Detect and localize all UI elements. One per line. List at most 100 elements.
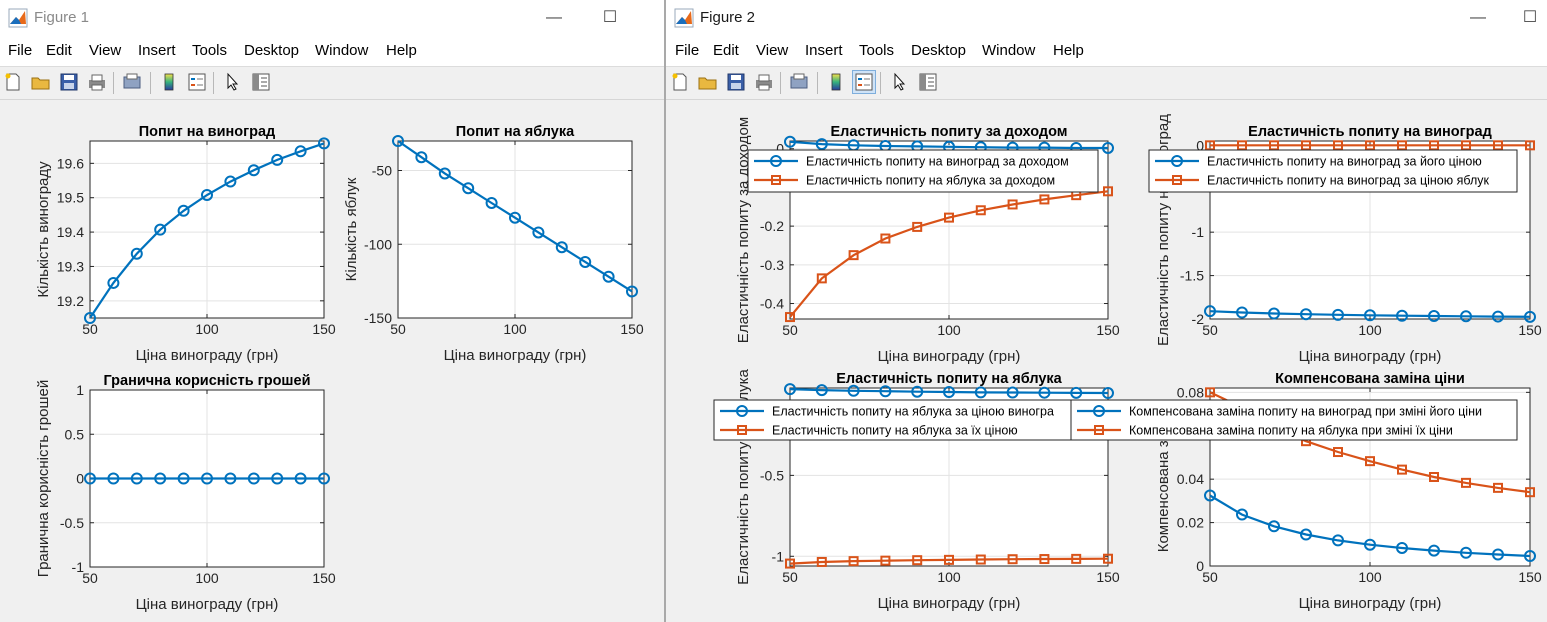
series-1: [1204, 305, 1536, 323]
save-icon[interactable]: [725, 71, 747, 93]
menu-insert[interactable]: Insert: [805, 42, 843, 59]
x-axis-label: Ціна винограду (грн): [1299, 595, 1442, 612]
legend[interactable]: Еластичність попиту на виноград за його …: [1148, 149, 1518, 193]
save-icon[interactable]: [58, 71, 80, 93]
menu-desktop[interactable]: Desktop: [911, 42, 967, 59]
legend-marker: [736, 405, 748, 417]
x-tick-label: 150: [312, 321, 336, 337]
menu-view[interactable]: View: [756, 42, 789, 59]
print-icon[interactable]: [86, 71, 108, 93]
data-point: [944, 212, 954, 223]
property-inspector-icon[interactable]: [250, 71, 272, 93]
y-tick-label: 19.6: [57, 155, 84, 171]
menu-window[interactable]: Window: [315, 42, 369, 59]
data-point: [1429, 140, 1439, 151]
legend-entry: Еластичність попиту на виноград за ціною…: [1207, 174, 1489, 188]
menu-view[interactable]: View: [89, 42, 122, 59]
data-point: [107, 472, 120, 485]
y-tick-label: 0: [76, 471, 84, 487]
open-file-icon[interactable]: [697, 71, 719, 93]
menu-file[interactable]: File: [675, 42, 700, 59]
data-point: [1071, 553, 1082, 564]
data-point: [1396, 309, 1408, 322]
data-point: [177, 204, 190, 217]
data-point: [392, 135, 404, 147]
new-figure-icon[interactable]: [669, 71, 691, 93]
data-point: [1039, 554, 1050, 565]
data-point: [1524, 550, 1536, 563]
maximize-button[interactable]: ☐: [1522, 9, 1538, 26]
series-1: [84, 137, 330, 324]
data-point: [912, 555, 923, 566]
y-axis-label: Гранична корисність грошей: [35, 380, 52, 577]
series-line: [397, 140, 633, 293]
data-point: [1269, 140, 1279, 151]
legend-entry: Компенсована заміна попиту на яблука при…: [1129, 424, 1453, 438]
minimize-button[interactable]: —: [546, 9, 562, 26]
legend[interactable]: Еластичність попиту на яблука за ціною в…: [713, 399, 1072, 441]
menu-insert[interactable]: Insert: [138, 42, 176, 59]
legend-icon[interactable]: [186, 71, 208, 93]
data-point: [815, 384, 828, 397]
title-bar[interactable]: Figure 2 — ☐: [666, 0, 1547, 36]
y-tick-label: -0.5: [60, 515, 84, 531]
data-point: [201, 188, 213, 201]
data-point: [1525, 487, 1535, 498]
menu-bar: File Edit View Insert Tools Desktop Wind…: [666, 36, 1547, 67]
menu-tools[interactable]: Tools: [192, 42, 228, 59]
minimize-button[interactable]: —: [1470, 9, 1486, 26]
series-line: [789, 140, 1108, 150]
data-point: [785, 312, 795, 323]
menu-window[interactable]: Window: [982, 42, 1036, 59]
property-inspector-icon[interactable]: [917, 71, 939, 93]
data-point: [975, 554, 986, 565]
legend-marker: [1171, 155, 1183, 167]
colorbar-icon[interactable]: [825, 71, 847, 93]
data-point: [784, 135, 796, 148]
y-tick-label: 0.02: [1177, 515, 1204, 531]
data-point: [912, 221, 923, 232]
legend[interactable]: Еластичність попиту на виноград за доход…: [747, 149, 1099, 193]
data-point: [271, 153, 284, 166]
legend[interactable]: Компенсована заміна попиту на виноград п…: [1070, 399, 1518, 441]
series-1: [784, 383, 1114, 400]
print-preview-icon[interactable]: [788, 71, 810, 93]
new-figure-icon[interactable]: [2, 71, 24, 93]
data-point: [1102, 141, 1114, 154]
chart-title: Попит на яблука: [456, 124, 575, 140]
legend-marker: [1172, 175, 1182, 185]
data-point: [1333, 447, 1343, 458]
menu-edit[interactable]: Edit: [46, 42, 72, 59]
legend-icon[interactable]: [852, 70, 876, 94]
menu-edit[interactable]: Edit: [713, 42, 739, 59]
chart-title: Еластичність попиту на виноград: [1248, 124, 1492, 140]
colorbar-icon[interactable]: [158, 71, 180, 93]
print-icon[interactable]: [753, 71, 775, 93]
legend-marker: [1094, 425, 1104, 435]
data-point: [1333, 140, 1343, 151]
data-point: [1365, 456, 1375, 467]
edit-plot-icon[interactable]: [889, 71, 911, 93]
data-point: [294, 472, 307, 485]
menu-desktop[interactable]: Desktop: [244, 42, 300, 59]
title-bar[interactable]: Figure 1 — ☐: [0, 0, 664, 36]
menu-help[interactable]: Help: [1053, 42, 1084, 59]
data-point: [911, 385, 924, 398]
y-axis-label: Кількість винограду: [35, 161, 52, 298]
edit-plot-icon[interactable]: [222, 71, 244, 93]
print-preview-icon[interactable]: [121, 71, 143, 93]
open-file-icon[interactable]: [30, 71, 52, 93]
legend-entry: Еластичність попиту на яблука за їх ціно…: [772, 424, 1018, 438]
maximize-button[interactable]: ☐: [602, 9, 618, 26]
menu-tools[interactable]: Tools: [859, 42, 895, 59]
toolbar-separator: [213, 72, 214, 94]
x-tick-label: 150: [1096, 569, 1120, 585]
menu-help[interactable]: Help: [386, 42, 417, 59]
menu-file[interactable]: File: [8, 42, 33, 59]
series-1: [84, 472, 330, 485]
toolbar-separator: [780, 72, 781, 94]
data-point: [1397, 464, 1407, 475]
x-tick-label: 150: [312, 570, 336, 586]
y-axis-label: Еластичність попиту на виноград: [1155, 114, 1172, 346]
